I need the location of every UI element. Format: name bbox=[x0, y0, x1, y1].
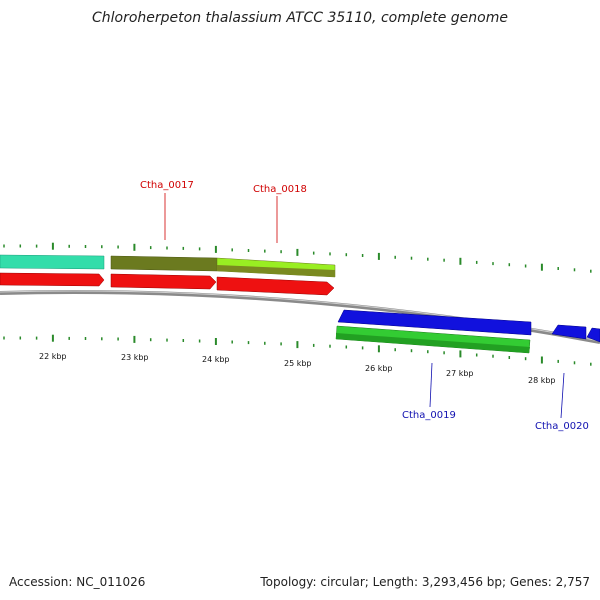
scale-label-27kbp: 27 kbp bbox=[446, 369, 474, 378]
gene-label-ctha-0020[interactable]: Ctha_0020 bbox=[535, 421, 589, 432]
cds-blue-arrow-edge[interactable] bbox=[586, 327, 600, 343]
cds-red-arrow-1[interactable] bbox=[0, 272, 105, 287]
scale-label-25kbp: 25 kbp bbox=[284, 359, 312, 368]
scale-label-22kbp: 22 kbp bbox=[39, 352, 67, 361]
accession-text: Accession: NC_011026 bbox=[9, 575, 146, 589]
leader-ctha-0020 bbox=[560, 372, 565, 419]
gene-label-ctha-0018[interactable]: Ctha_0018 bbox=[253, 184, 307, 195]
scale-label-24kbp: 24 kbp bbox=[202, 355, 230, 364]
scale-label-26kbp: 26 kbp bbox=[365, 364, 393, 373]
cds-ctha-0019[interactable] bbox=[337, 309, 532, 336]
map-title: Chloroherpeton thalassium ATCC 35110, co… bbox=[92, 10, 508, 26]
cds-green-shade bbox=[336, 333, 530, 353]
outer-tick-row bbox=[3, 242, 592, 273]
topology-text: Topology: circular; Length: 3,293,456 bp… bbox=[260, 575, 590, 589]
cds-ctha-0020[interactable] bbox=[551, 324, 587, 340]
leader-ctha-0019 bbox=[429, 362, 433, 408]
cds-teal[interactable] bbox=[0, 254, 105, 270]
cds-red-arrow-3[interactable] bbox=[216, 276, 335, 296]
cds-red-arrow-2[interactable] bbox=[110, 273, 217, 290]
genome-backbone bbox=[0, 290, 600, 344]
cds-ctha-0018-shade bbox=[217, 265, 335, 277]
scale-tick-row bbox=[3, 334, 592, 366]
scale-label-28kbp: 28 kbp bbox=[528, 376, 556, 385]
cds-ctha-0017[interactable] bbox=[110, 255, 218, 272]
gene-label-ctha-0017[interactable]: Ctha_0017 bbox=[140, 180, 194, 191]
scale-label-23kbp: 23 kbp bbox=[121, 353, 149, 362]
gene-label-ctha-0019[interactable]: Ctha_0019 bbox=[402, 410, 456, 421]
